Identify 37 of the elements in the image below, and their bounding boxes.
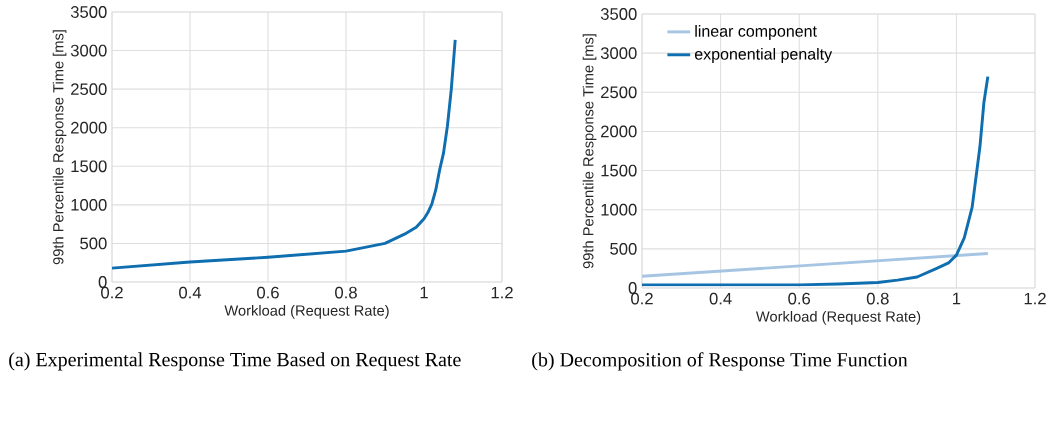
y-tick-label: 500 [610,242,637,255]
x-tick-label: 1.2 [1024,292,1046,305]
y-tick-label: 3500 [70,6,107,18]
y-axis-title: 99th Percentile Response Time [ms] [52,30,67,265]
line-series [642,75,990,287]
x-tick-label: 0.6 [257,286,279,299]
y-axis-title: 99th Percentile Response Time [ms] [582,34,597,269]
x-tick-label: 0.2 [101,286,123,299]
x-tick-label: 0.8 [335,286,357,299]
x-tick-label: 1 [420,286,428,299]
legend-label: exponential penalty [694,48,833,63]
x-tick-label: 0.8 [866,292,889,305]
text: (b) Decomposition of Response Time Function [532,352,908,371]
y-tick-label: 3000 [70,44,107,57]
y-tick-label: 1000 [71,198,107,211]
y-tick-label: 0 [628,282,637,294]
y-tick-label: 3000 [600,47,637,60]
text: (a) Experimental Response Time Based on Request Rate [9,352,461,371]
x-tick-label: 1 [953,292,961,305]
x-tick-label: 1.2 [491,286,513,299]
y-tick-label: 2000 [601,125,637,138]
y-tick-label: 0 [98,276,107,288]
y-tick-label: 1000 [601,203,637,216]
y-tick-label: 2500 [71,83,107,96]
x-tick-label: 0.4 [709,292,732,305]
y-tick-label: 500 [80,237,107,250]
legend-label: linear component [695,25,817,40]
y-tick-label: 1500 [71,160,107,173]
y-tick-label: 2000 [71,121,107,134]
y-tick-label: 1500 [601,164,637,177]
x-tick-label: 0.2 [631,292,653,305]
x-axis-title: Workload (Request Rate) [755,310,921,325]
y-tick-label: 3500 [600,8,637,20]
x-tick-label: 0.6 [788,292,811,305]
y-tick-label: 2500 [601,86,637,99]
x-axis-title: Workload (Request Rate) [224,304,389,319]
x-tick-label: 0.4 [179,286,202,299]
